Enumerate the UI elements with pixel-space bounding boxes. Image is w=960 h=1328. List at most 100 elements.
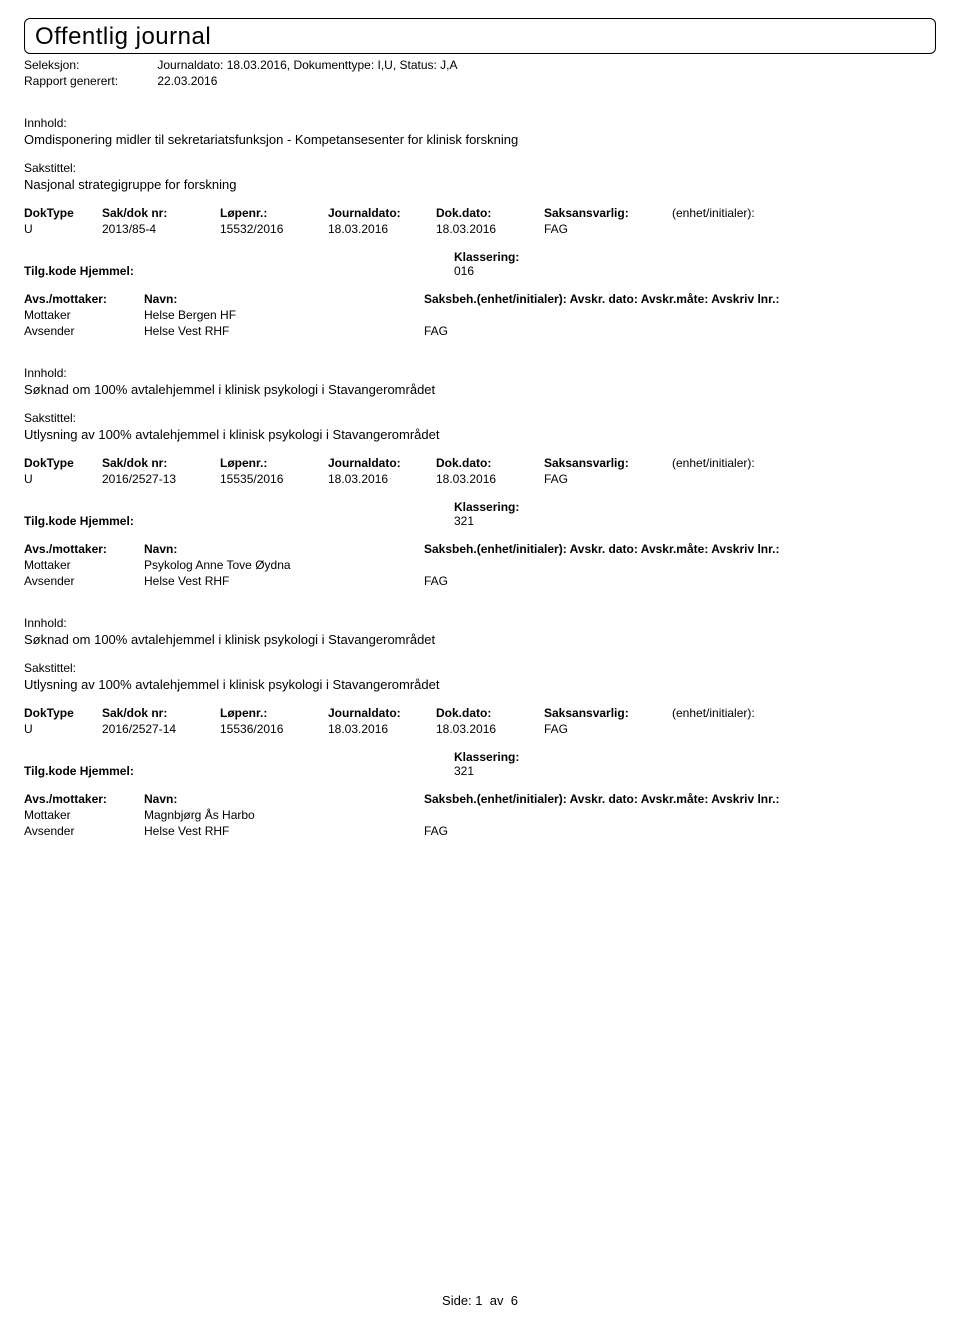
party-unit — [424, 808, 936, 822]
val-doktype: U — [24, 472, 94, 486]
val-dokdato: 18.03.2016 — [436, 722, 536, 736]
av-label: av — [490, 1293, 504, 1308]
hdr-lopenr: Løpenr.: — [220, 706, 320, 720]
party-role: Mottaker — [24, 808, 144, 822]
klassering-label: Klassering: — [454, 250, 519, 264]
val-journaldato: 18.03.2016 — [328, 722, 428, 736]
saksbeh-label: Saksbeh.(enhet/initialer): Avskr. dato: … — [424, 292, 936, 306]
val-journaldato: 18.03.2016 — [328, 222, 428, 236]
klassering-value: 321 — [454, 764, 936, 778]
innhold-label: Innhold: — [24, 616, 936, 630]
avs-header-row: Avs./mottaker: Navn: Saksbeh.(enhet/init… — [24, 292, 936, 306]
innhold-text: Omdisponering midler til sekretariatsfun… — [24, 132, 936, 147]
klassering-value: 016 — [454, 264, 936, 278]
hdr-saksansvarlig: Saksansvarlig: — [544, 456, 664, 470]
party-name: Helse Vest RHF — [144, 824, 424, 838]
hdr-sakdok: Sak/dok nr: — [102, 706, 212, 720]
journal-title: Offentlig journal — [35, 23, 925, 51]
val-doktype: U — [24, 222, 94, 236]
seleksjon-row: Seleksjon: Journaldato: 18.03.2016, Doku… — [24, 58, 936, 72]
val-sakdok: 2013/85-4 — [102, 222, 212, 236]
tilgkode-label: Tilg.kode Hjemmel: — [24, 264, 184, 278]
tilgkode-label: Tilg.kode Hjemmel: — [24, 764, 184, 778]
rapport-row: Rapport generert: 22.03.2016 — [24, 74, 936, 88]
seleksjon-value: Journaldato: 18.03.2016, Dokumenttype: I… — [157, 58, 457, 72]
party-row: Mottaker Psykolog Anne Tove Øydna — [24, 558, 936, 572]
hdr-doktype: DokType — [24, 206, 94, 220]
column-headers: DokType Sak/dok nr: Løpenr.: Journaldato… — [24, 706, 936, 720]
val-lopenr: 15536/2016 — [220, 722, 320, 736]
innhold-label: Innhold: — [24, 116, 936, 130]
sakstittel-text: Utlysning av 100% avtalehjemmel i klinis… — [24, 677, 936, 692]
hdr-doktype: DokType — [24, 706, 94, 720]
avs-mottaker-label: Avs./mottaker: — [24, 792, 144, 806]
party-row: Mottaker Magnbjørg Ås Harbo — [24, 808, 936, 822]
party-unit: FAG — [424, 324, 936, 338]
tilgkode-row: Tilg.kode Hjemmel: 016 — [24, 264, 936, 278]
innhold-label: Innhold: — [24, 366, 936, 380]
val-doktype: U — [24, 722, 94, 736]
party-row: Mottaker Helse Bergen HF — [24, 308, 936, 322]
hdr-dokdato: Dok.dato: — [436, 706, 536, 720]
avs-mottaker-label: Avs./mottaker: — [24, 292, 144, 306]
saksbeh-label: Saksbeh.(enhet/initialer): Avskr. dato: … — [424, 792, 936, 806]
column-headers: DokType Sak/dok nr: Løpenr.: Journaldato… — [24, 456, 936, 470]
total-pages: 6 — [511, 1293, 518, 1308]
val-lopenr: 15535/2016 — [220, 472, 320, 486]
klassering-value: 321 — [454, 514, 936, 528]
party-role: Avsender — [24, 324, 144, 338]
party-role: Avsender — [24, 574, 144, 588]
party-name: Helse Bergen HF — [144, 308, 424, 322]
val-saksansvarlig: FAG — [544, 722, 664, 736]
column-values: U 2016/2527-13 15535/2016 18.03.2016 18.… — [24, 472, 936, 486]
seleksjon-label: Seleksjon: — [24, 58, 154, 72]
val-dokdato: 18.03.2016 — [436, 472, 536, 486]
val-lopenr: 15532/2016 — [220, 222, 320, 236]
navn-label: Navn: — [144, 792, 424, 806]
hdr-enhet: (enhet/initialer): — [672, 456, 792, 470]
rapport-value: 22.03.2016 — [157, 74, 217, 88]
hdr-doktype: DokType — [24, 456, 94, 470]
sakstittel-label: Sakstittel: — [24, 161, 936, 175]
val-dokdato: 18.03.2016 — [436, 222, 536, 236]
tilgkode-row: Tilg.kode Hjemmel: 321 — [24, 514, 936, 528]
party-unit: FAG — [424, 824, 936, 838]
rapport-label: Rapport generert: — [24, 74, 154, 88]
hdr-saksansvarlig: Saksansvarlig: — [544, 706, 664, 720]
party-unit: FAG — [424, 574, 936, 588]
party-role: Avsender — [24, 824, 144, 838]
side-label: Side: — [442, 1293, 472, 1308]
party-row: Avsender Helse Vest RHF FAG — [24, 574, 936, 588]
journal-entry: Innhold: Søknad om 100% avtalehjemmel i … — [24, 616, 936, 838]
hdr-sakdok: Sak/dok nr: — [102, 206, 212, 220]
klassering-row: Klassering: — [24, 750, 936, 764]
journal-entry: Innhold: Omdisponering midler til sekret… — [24, 116, 936, 338]
party-row: Avsender Helse Vest RHF FAG — [24, 824, 936, 838]
val-saksansvarlig: FAG — [544, 222, 664, 236]
party-role: Mottaker — [24, 558, 144, 572]
tilgkode-row: Tilg.kode Hjemmel: 321 — [24, 764, 936, 778]
innhold-text: Søknad om 100% avtalehjemmel i klinisk p… — [24, 632, 936, 647]
sakstittel-label: Sakstittel: — [24, 411, 936, 425]
page-footer: Side: 1 av 6 — [0, 1293, 960, 1308]
hdr-enhet: (enhet/initialer): — [672, 706, 792, 720]
klassering-row: Klassering: — [24, 250, 936, 264]
sakstittel-label: Sakstittel: — [24, 661, 936, 675]
klassering-row: Klassering: — [24, 500, 936, 514]
avs-header-row: Avs./mottaker: Navn: Saksbeh.(enhet/init… — [24, 792, 936, 806]
hdr-journaldato: Journaldato: — [328, 456, 428, 470]
party-name: Magnbjørg Ås Harbo — [144, 808, 424, 822]
navn-label: Navn: — [144, 292, 424, 306]
navn-label: Navn: — [144, 542, 424, 556]
hdr-journaldato: Journaldato: — [328, 706, 428, 720]
party-name: Psykolog Anne Tove Øydna — [144, 558, 424, 572]
val-sakdok: 2016/2527-14 — [102, 722, 212, 736]
hdr-enhet: (enhet/initialer): — [672, 206, 792, 220]
journal-entry: Innhold: Søknad om 100% avtalehjemmel i … — [24, 366, 936, 588]
page-number: 1 — [475, 1293, 482, 1308]
tilgkode-label: Tilg.kode Hjemmel: — [24, 514, 184, 528]
sakstittel-text: Nasjonal strategigruppe for forskning — [24, 177, 936, 192]
column-values: U 2013/85-4 15532/2016 18.03.2016 18.03.… — [24, 222, 936, 236]
avs-mottaker-label: Avs./mottaker: — [24, 542, 144, 556]
header-box: Offentlig journal — [24, 18, 936, 54]
